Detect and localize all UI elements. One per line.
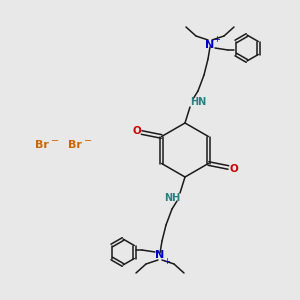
Text: O: O (229, 164, 238, 173)
Text: −: − (51, 136, 59, 146)
Text: +: + (214, 34, 220, 43)
Text: Br: Br (35, 140, 49, 150)
Text: NH: NH (164, 193, 180, 203)
Text: Br: Br (68, 140, 82, 150)
Text: HN: HN (190, 97, 206, 107)
Text: N: N (206, 40, 214, 50)
Text: +: + (164, 256, 170, 266)
Text: O: O (132, 127, 141, 136)
Text: −: − (84, 136, 92, 146)
Text: N: N (155, 250, 165, 260)
